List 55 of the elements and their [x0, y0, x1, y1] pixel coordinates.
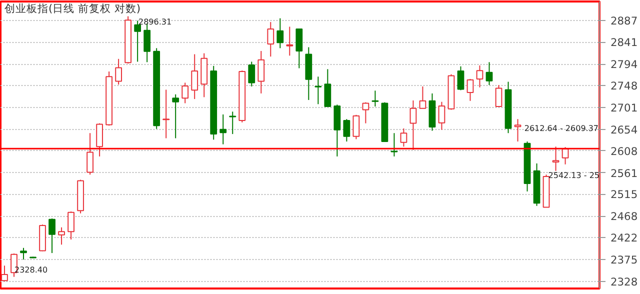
candlestick [267, 22, 274, 58]
candlestick [466, 78, 474, 102]
chart-title: 创业板指(日线 前复权 对数) [4, 2, 141, 15]
candlestick [1, 265, 8, 282]
y-tick-label: 2654 [610, 123, 638, 136]
candlestick [552, 146, 560, 172]
candlestick [390, 132, 398, 157]
candlestick [362, 102, 370, 124]
y-tick-label: 2841 [610, 36, 638, 50]
candlestick [248, 61, 256, 87]
candlestick [324, 68, 332, 107]
candlestick [58, 226, 65, 246]
candlestick [314, 76, 322, 105]
candlestick [334, 104, 341, 157]
candlestick [372, 90, 379, 107]
candlestick [476, 64, 484, 88]
y-tick-label: 2608 [610, 144, 638, 158]
candlestick [419, 86, 426, 109]
y-tick-label: 2375 [610, 254, 638, 267]
y-tick-label: 2468 [610, 210, 638, 224]
candlestick [438, 101, 446, 130]
candlestick [96, 122, 103, 157]
candlestick [352, 114, 360, 140]
candlestick [400, 128, 408, 148]
candlestick [486, 62, 493, 86]
annotation: 2612.64 - 2609.37 [524, 124, 599, 133]
y-tick-label: 2794 [610, 58, 638, 72]
candlestick [296, 28, 303, 69]
candlestick [115, 58, 122, 86]
y-tick-label: 2748 [610, 80, 638, 92]
candlestick [220, 114, 227, 145]
candlestick [343, 118, 350, 142]
candlestick [495, 84, 502, 107]
y-tick-label: 2561 [610, 166, 638, 180]
y-tick-label: 2515 [610, 188, 638, 202]
candlestick [182, 82, 189, 104]
y-tick-label: 2701 [610, 101, 638, 114]
candlestick [172, 94, 180, 139]
candlestick [229, 111, 236, 135]
candlestick [20, 247, 27, 260]
y-tick-label: 2328 [610, 276, 638, 288]
candlestick [162, 89, 170, 139]
candlestick [48, 218, 56, 254]
y-tick-label: 2887 [610, 14, 638, 28]
candlestick [276, 18, 284, 49]
candlestick [286, 26, 294, 56]
candlestick [258, 50, 265, 94]
candlestick [514, 118, 522, 142]
candlestick [68, 211, 74, 240]
candlestick [86, 132, 94, 176]
candlestick [457, 66, 464, 91]
y-tick-label: 2422 [610, 232, 638, 245]
candlestick [191, 54, 198, 100]
annotation: 2896.31 [138, 18, 172, 26]
candlestick [410, 100, 417, 150]
